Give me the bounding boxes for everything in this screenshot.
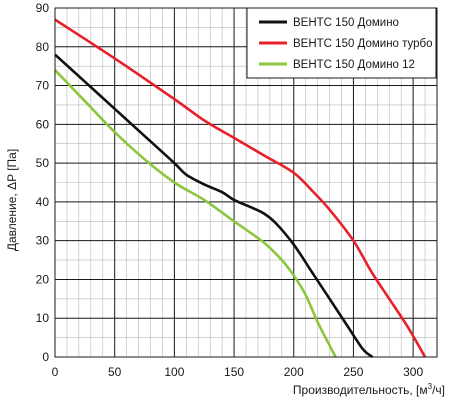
y-tick-label: 80 — [36, 40, 50, 54]
series-line-1 — [54, 53, 374, 359]
x-axis-label-main: Производительность, [м — [293, 383, 428, 397]
series-line-2 — [54, 18, 427, 358]
y-tick-label: 50 — [36, 156, 50, 170]
legend-label-series-1: ВЕНТС 150 Домино — [293, 17, 399, 29]
y-tick-label: 60 — [36, 117, 50, 131]
x-tick-label: 200 — [284, 365, 304, 379]
y-tick-label: 90 — [36, 1, 50, 15]
series-lines — [54, 18, 427, 359]
x-axis-ticks: 0 50 100 150 200 250 300 — [52, 365, 424, 379]
x-tick-label: 250 — [343, 365, 363, 379]
x-axis-label-sup: 3 — [428, 382, 433, 391]
y-tick-label: 0 — [42, 350, 49, 364]
legend-label-series-2: ВЕНТС 150 Домино турбо — [293, 38, 433, 50]
x-tick-label: 150 — [224, 365, 244, 379]
plot-frame — [54, 7, 438, 358]
x-tick-label: 50 — [108, 365, 122, 379]
y-tick-label: 20 — [36, 272, 50, 286]
y-tick-label: 40 — [36, 195, 50, 209]
x-tick-label: 300 — [403, 365, 423, 379]
y-tick-label: 70 — [36, 79, 50, 93]
y-axis-label: Давление, ΔP [Па] — [5, 149, 19, 251]
y-axis-ticks: 0 10 20 30 40 50 60 70 80 90 — [36, 1, 50, 364]
y-tick-label: 30 — [36, 234, 50, 248]
x-axis-label: Производительность, [м3/ч] — [293, 382, 445, 397]
series-line-3 — [54, 69, 337, 358]
x-tick-label: 100 — [164, 365, 184, 379]
legend-label-series-3: ВЕНТС 150 Домино 12 — [293, 59, 415, 71]
x-tick-label: 0 — [52, 365, 59, 379]
x-axis-label-end: /ч] — [432, 383, 445, 397]
legend: ВЕНТС 150 Домино ВЕНТС 150 Домино турбо … — [246, 7, 437, 79]
y-tick-label: 10 — [36, 311, 50, 325]
